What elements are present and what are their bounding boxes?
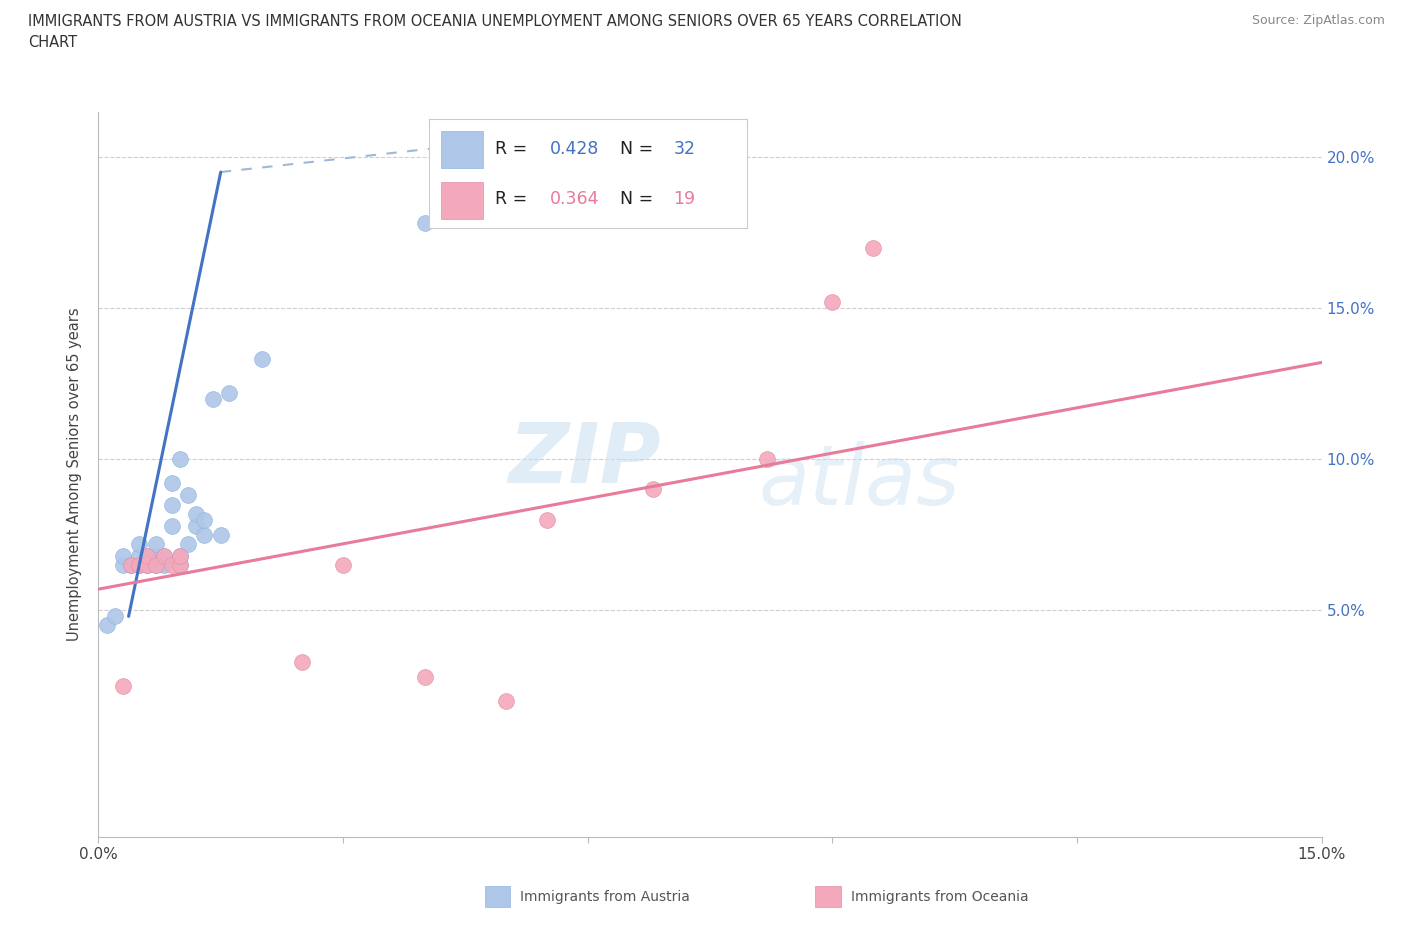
Text: Immigrants from Austria: Immigrants from Austria — [520, 889, 690, 904]
Point — [152, 558, 174, 573]
Point — [120, 558, 142, 573]
Point — [136, 549, 159, 564]
Point — [862, 240, 884, 255]
Point — [641, 482, 664, 497]
Point — [136, 558, 159, 573]
Point — [96, 618, 118, 633]
Point — [209, 527, 232, 542]
Point — [536, 512, 558, 527]
Point — [128, 549, 150, 564]
Point — [169, 558, 191, 573]
Text: IMMIGRANTS FROM AUSTRIA VS IMMIGRANTS FROM OCEANIA UNEMPLOYMENT AMONG SENIORS OV: IMMIGRANTS FROM AUSTRIA VS IMMIGRANTS FR… — [28, 14, 962, 29]
Point — [145, 537, 167, 551]
Point — [169, 549, 191, 564]
Point — [169, 558, 191, 573]
Point — [136, 558, 159, 573]
Point — [145, 549, 167, 564]
Point — [332, 558, 354, 573]
Text: ZIP: ZIP — [509, 419, 661, 500]
Point — [169, 452, 191, 467]
Text: atlas: atlas — [759, 441, 960, 522]
Point — [160, 558, 183, 573]
Point — [250, 352, 273, 367]
Point — [218, 385, 240, 400]
Point — [111, 558, 134, 573]
Point — [145, 558, 167, 573]
Point — [120, 558, 142, 573]
Point — [152, 549, 174, 564]
Point — [160, 476, 183, 491]
Y-axis label: Unemployment Among Seniors over 65 years: Unemployment Among Seniors over 65 years — [67, 308, 83, 641]
Point — [193, 512, 215, 527]
Point — [201, 392, 224, 406]
Point — [495, 694, 517, 709]
Point — [128, 558, 150, 573]
Point — [413, 216, 436, 231]
Text: Source: ZipAtlas.com: Source: ZipAtlas.com — [1251, 14, 1385, 27]
Point — [128, 537, 150, 551]
Point — [111, 679, 134, 694]
Point — [145, 558, 167, 573]
Point — [169, 549, 191, 564]
Point — [186, 518, 208, 533]
Point — [413, 670, 436, 684]
Point — [160, 498, 183, 512]
Point — [756, 452, 779, 467]
Point — [821, 295, 844, 310]
Text: CHART: CHART — [28, 35, 77, 50]
Point — [186, 506, 208, 521]
Point — [136, 549, 159, 564]
Point — [104, 609, 127, 624]
Text: Immigrants from Oceania: Immigrants from Oceania — [851, 889, 1028, 904]
Point — [177, 537, 200, 551]
Point — [291, 655, 314, 670]
Point — [193, 527, 215, 542]
Point — [128, 558, 150, 573]
Point — [177, 488, 200, 503]
Point — [111, 549, 134, 564]
Point — [160, 518, 183, 533]
Point — [152, 549, 174, 564]
